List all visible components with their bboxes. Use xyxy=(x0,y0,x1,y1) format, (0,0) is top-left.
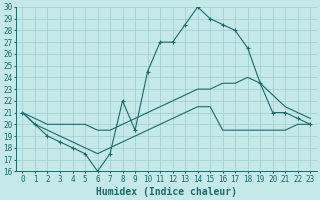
X-axis label: Humidex (Indice chaleur): Humidex (Indice chaleur) xyxy=(96,186,237,197)
